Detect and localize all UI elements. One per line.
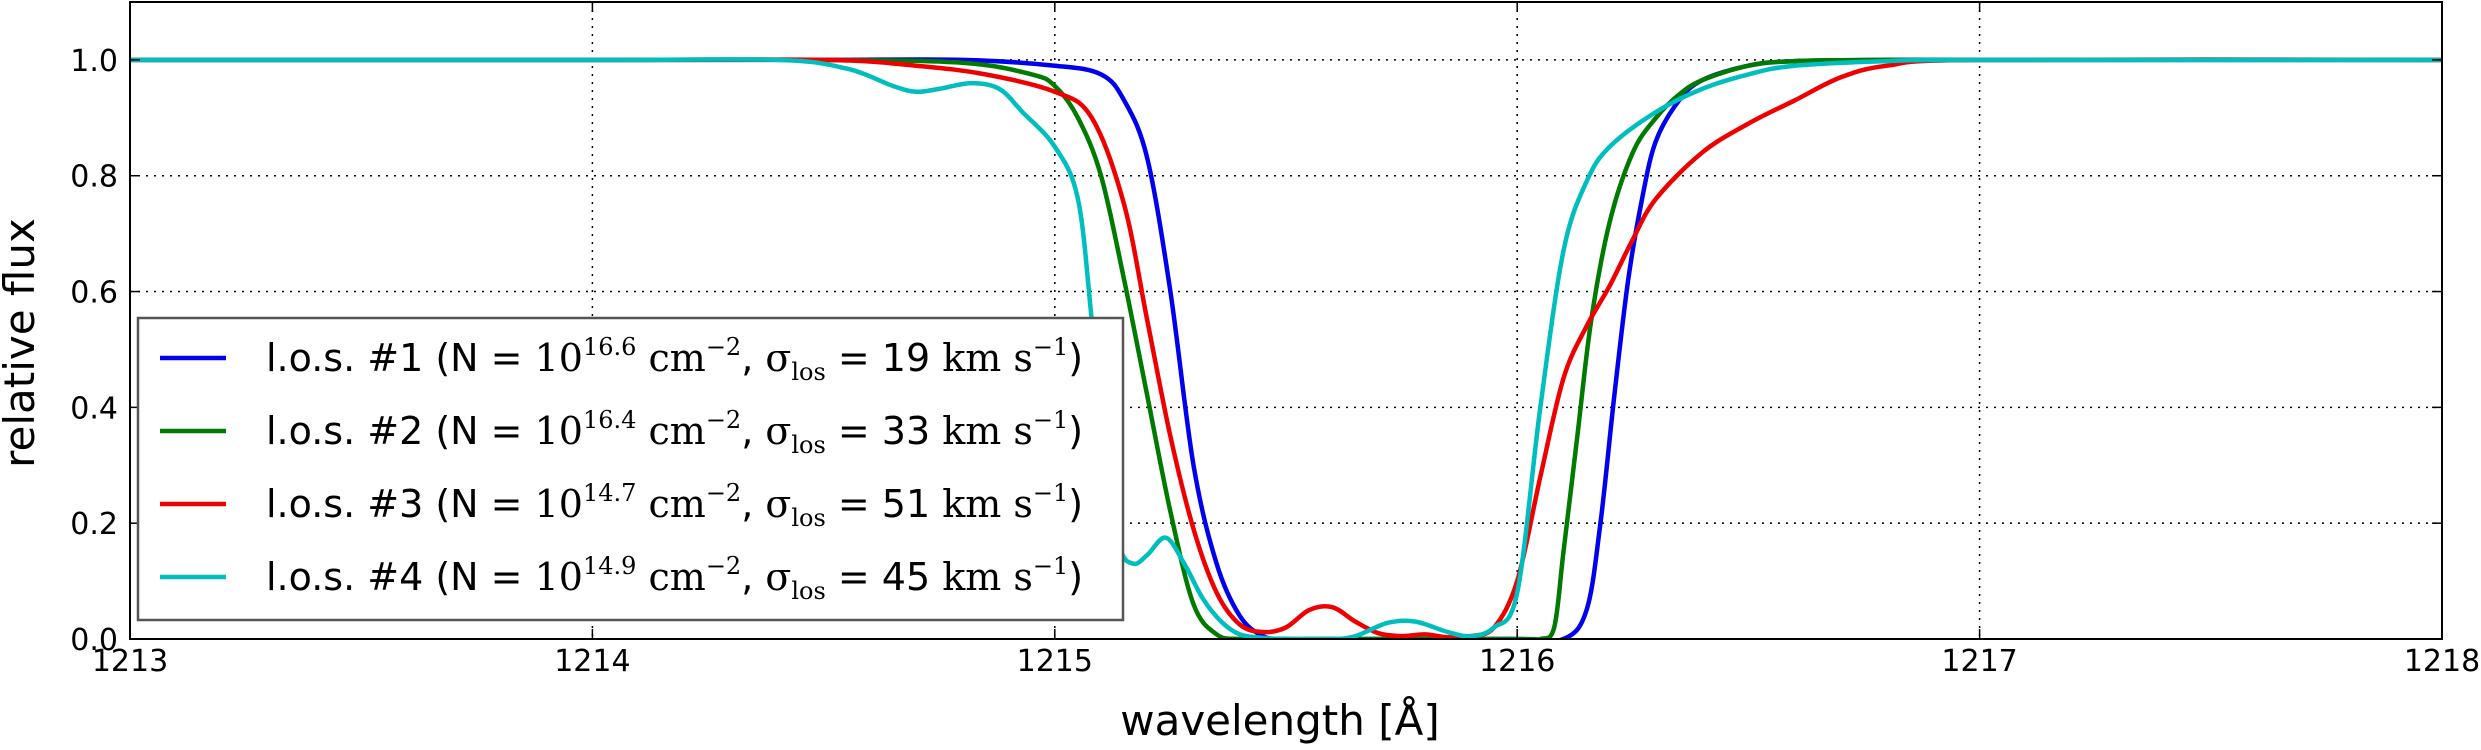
legend-label-prefix: l.o.s. #2 (N =: [266, 409, 535, 453]
plot-area: [130, 57, 2442, 639]
legend-label: l.o.s. #1 (N = 1016.6 cm−2, σlos = 19 km…: [266, 333, 1083, 386]
plot-frame: [129, 1, 2443, 640]
legend-exponent: 16.4: [583, 406, 636, 434]
legend-unit-km: km s: [942, 555, 1033, 599]
legend-close: ): [1068, 336, 1083, 380]
y-axis-label: relative flux: [0, 218, 44, 468]
legend-unit-km: km s: [942, 482, 1033, 526]
legend-sigma-value: = 45: [826, 555, 942, 599]
y-tick-label: 0.6: [70, 276, 118, 311]
legend-sigma-subscript: los: [791, 577, 825, 605]
legend-comma: ,: [741, 336, 765, 380]
legend-unit-km: km s: [942, 336, 1033, 380]
legend-item-4: l.o.s. #4 (N = 1014.9 cm−2, σlos = 45 km…: [160, 552, 1083, 605]
legend-base: 10: [535, 409, 583, 453]
legend-sigma-value: = 33: [826, 409, 942, 453]
legend-sigma: σ: [765, 555, 791, 599]
legend-label: l.o.s. #4 (N = 1014.9 cm−2, σlos = 45 km…: [266, 552, 1083, 605]
x-tick-label: 1214: [554, 644, 630, 679]
legend-comma: ,: [741, 555, 765, 599]
y-tick-label: 0.8: [70, 160, 118, 195]
y-tick-label: 0.0: [70, 623, 118, 658]
legend-unit-km-exp: −1: [1033, 552, 1068, 580]
legend-item-3: l.o.s. #3 (N = 1014.7 cm−2, σlos = 51 km…: [160, 479, 1083, 532]
legend-label: l.o.s. #2 (N = 1016.4 cm−2, σlos = 33 km…: [266, 406, 1083, 459]
series-line-4: [130, 57, 2442, 639]
legend-close: ): [1068, 482, 1083, 526]
legend-unit-cm-exp: −2: [706, 552, 741, 580]
legend-item-2: l.o.s. #2 (N = 1016.4 cm−2, σlos = 33 km…: [160, 406, 1083, 459]
x-axis-label: wavelength [Å]: [1120, 695, 1440, 745]
legend-unit-cm-exp: −2: [706, 333, 741, 361]
legend-label: l.o.s. #3 (N = 1014.7 cm−2, σlos = 51 km…: [266, 479, 1083, 532]
legend-comma: ,: [741, 482, 765, 526]
legend-comma: ,: [741, 409, 765, 453]
legend-sigma-value: = 51: [826, 482, 942, 526]
legend-unit-cm-exp: −2: [706, 479, 741, 507]
legend-unit-cm: cm: [636, 409, 705, 453]
y-tick-label: 0.4: [70, 391, 118, 426]
legend-unit-km: km s: [942, 409, 1033, 453]
x-tick-label: 1218: [2404, 644, 2480, 679]
legend-exponent: 16.6: [583, 333, 636, 361]
series-layer: [130, 57, 2442, 639]
legend-sigma-subscript: los: [791, 504, 825, 532]
legend: l.o.s. #1 (N = 1016.6 cm−2, σlos = 19 km…: [136, 316, 1125, 622]
legend-sigma: σ: [765, 336, 791, 380]
y-axis: 0.0 0.2 0.4 0.6 0.8 1.0: [70, 44, 2442, 658]
legend-unit-cm-exp: −2: [706, 406, 741, 434]
legend-box: [136, 316, 1125, 622]
legend-sigma-subscript: los: [791, 358, 825, 386]
legend-unit-km-exp: −1: [1033, 406, 1068, 434]
legend-unit-cm: cm: [636, 336, 705, 380]
legend-label-prefix: l.o.s. #1 (N =: [266, 336, 535, 380]
legend-close: ): [1068, 555, 1083, 599]
legend-sigma: σ: [765, 409, 791, 453]
legend-base: 10: [535, 336, 583, 380]
x-tick-label: 1215: [1017, 644, 1093, 679]
legend-exponent: 14.9: [583, 552, 636, 580]
series-line-2: [130, 57, 2442, 639]
x-tick-label: 1216: [1479, 644, 1555, 679]
legend-sigma-subscript: los: [791, 431, 825, 459]
legend-sigma: σ: [765, 482, 791, 526]
legend-label-prefix: l.o.s. #4 (N =: [266, 555, 535, 599]
legend-sigma-value: = 19: [826, 336, 942, 380]
legend-unit-km-exp: −1: [1033, 479, 1068, 507]
legend-unit-km-exp: −1: [1033, 333, 1068, 361]
legend-base: 10: [535, 482, 583, 526]
legend-exponent: 14.7: [583, 479, 636, 507]
legend-unit-cm: cm: [636, 555, 705, 599]
legend-unit-cm: cm: [636, 482, 705, 526]
series-line-3: [130, 57, 2442, 639]
legend-label-prefix: l.o.s. #3 (N =: [266, 482, 535, 526]
legend-item-1: l.o.s. #1 (N = 1016.6 cm−2, σlos = 19 km…: [160, 333, 1083, 386]
y-tick-label: 0.2: [70, 507, 118, 542]
x-tick-label: 1217: [1941, 644, 2017, 679]
legend-close: ): [1068, 409, 1083, 453]
y-tick-label: 1.0: [70, 44, 118, 79]
x-axis: 1213 1214 1215 1216 1217 1218: [92, 2, 2480, 679]
legend-base: 10: [535, 555, 583, 599]
x-tick-label: 1213: [92, 644, 168, 679]
